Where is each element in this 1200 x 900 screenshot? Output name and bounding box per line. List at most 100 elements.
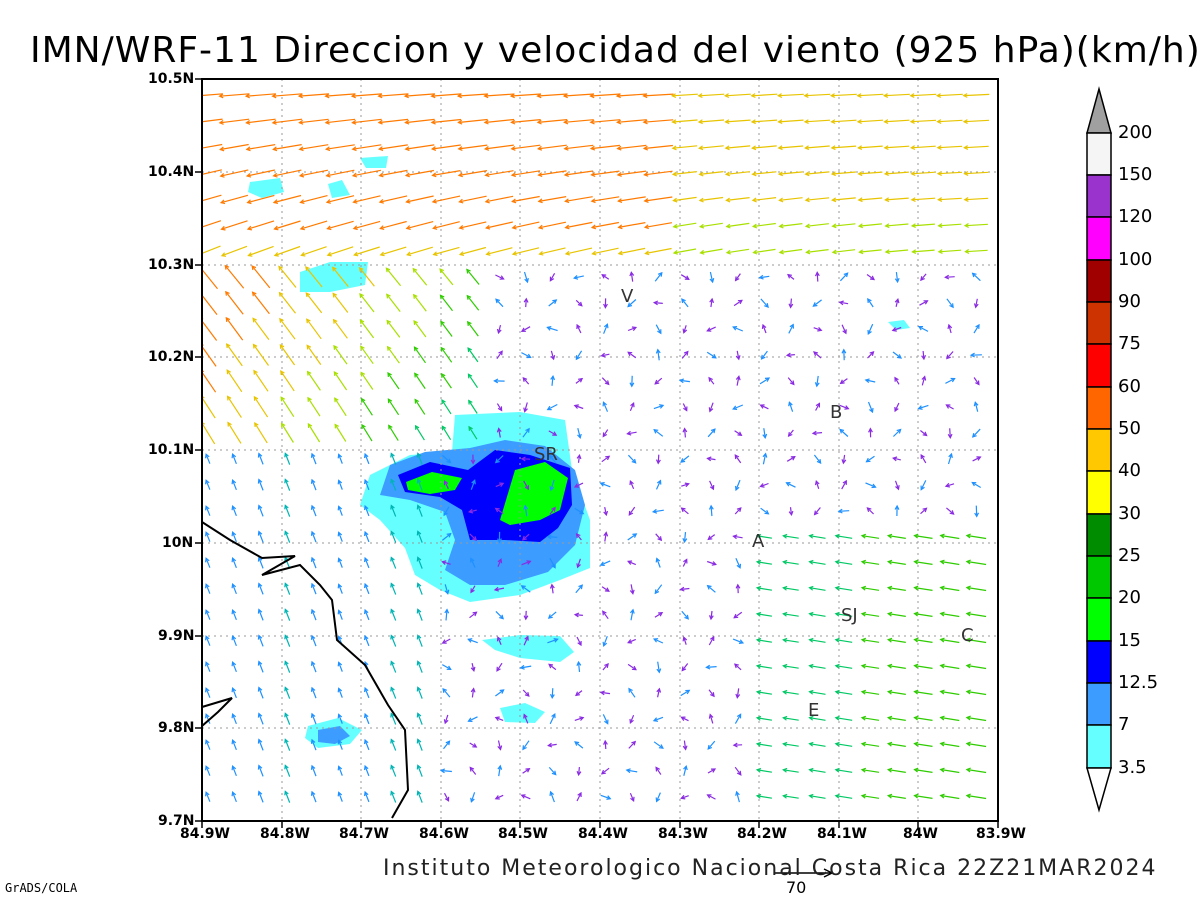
- wind-arrow: [257, 556, 264, 569]
- wind-arrow: [681, 350, 689, 359]
- wind-arrow: [430, 93, 462, 99]
- wind-arrow: [485, 247, 513, 256]
- wind-arrow: [600, 767, 610, 775]
- wind-arrow: [946, 507, 955, 515]
- wind-arrow: [629, 480, 635, 490]
- wind-arrow: [788, 401, 794, 412]
- colorbar-label-25: 25: [1118, 545, 1141, 566]
- shade-3p5-n3: [360, 156, 388, 168]
- city-label-sr: SR: [534, 444, 558, 465]
- wind-arrow: [841, 324, 847, 335]
- wind-arrow: [537, 170, 567, 178]
- wind-arrow: [576, 453, 582, 463]
- wind-arrow: [231, 453, 237, 465]
- wind-arrow: [521, 560, 532, 566]
- wind-arrow: [755, 767, 772, 773]
- wind-arrow: [856, 119, 884, 125]
- wind-arrow: [944, 274, 955, 280]
- colorbar-seg-9: [1086, 513, 1112, 557]
- wind-arrow: [306, 318, 322, 340]
- wind-arrow: [205, 609, 211, 620]
- wind-arrow: [403, 93, 435, 99]
- wind-arrow: [549, 790, 555, 803]
- colorbar-seg-12: [1086, 640, 1112, 684]
- wind-arrow: [563, 119, 594, 125]
- wind-arrow: [939, 637, 960, 644]
- wind-arrow: [762, 452, 768, 465]
- colorbar-label-15: 15: [1118, 630, 1141, 651]
- wind-arrow: [271, 118, 303, 125]
- wind-arrow: [808, 533, 826, 539]
- wind-arrow: [337, 505, 343, 516]
- wind-arrow: [416, 686, 423, 699]
- wind-arrow: [257, 738, 264, 751]
- wind-arrow: [867, 401, 874, 414]
- wind-arrow: [307, 422, 321, 443]
- wind-arrow: [913, 767, 933, 773]
- wind-arrow: [777, 145, 804, 151]
- wind-arrow: [307, 396, 321, 417]
- wind-arrow: [205, 479, 211, 490]
- wind-arrow: [629, 608, 635, 621]
- wind-arrow: [546, 403, 558, 411]
- wind-arrow: [231, 505, 237, 517]
- wind-arrow: [271, 93, 303, 99]
- wind-arrow: [866, 507, 875, 515]
- wind-arrow: [857, 145, 883, 151]
- wind-arrow: [305, 266, 323, 288]
- lon-label-84.6W: 84.6W: [419, 826, 469, 842]
- wind-arrow: [629, 402, 635, 412]
- wind-arrow: [205, 687, 211, 698]
- lon-label-84.3W: 84.3W: [658, 826, 708, 842]
- wind-arrow: [522, 427, 530, 438]
- wind-arrow: [894, 376, 900, 385]
- wind-arrow: [629, 714, 635, 724]
- wind-arrow: [470, 663, 476, 673]
- wind-arrow: [227, 421, 242, 444]
- wind-arrow: [254, 422, 268, 444]
- wind-arrow: [549, 558, 556, 569]
- wind-arrow: [813, 326, 823, 332]
- wind-vectors: [202, 93, 990, 803]
- wind-arrow: [708, 713, 714, 724]
- wind-arrow: [457, 144, 488, 151]
- wind-arrow: [441, 399, 452, 415]
- wind-arrow: [735, 583, 741, 594]
- wind-arrow: [679, 586, 690, 592]
- colorbar-label-50: 50: [1118, 418, 1141, 439]
- wind-arrow: [440, 346, 453, 363]
- wind-arrow: [964, 249, 988, 254]
- wind-arrow: [310, 530, 317, 543]
- wind-arrow: [416, 452, 423, 465]
- wind-arrow: [974, 505, 980, 518]
- shade-3p5-n2: [328, 180, 350, 198]
- wind-arrow: [788, 507, 794, 517]
- wind-arrow: [331, 266, 349, 287]
- wind-arrow: [550, 350, 556, 361]
- wind-arrow: [936, 171, 963, 176]
- wind-arrow: [563, 170, 594, 177]
- wind-arrow: [468, 399, 478, 414]
- wind-arrow: [523, 635, 529, 646]
- software-credit: GrADS/COLA: [5, 881, 78, 895]
- wind-arrow: [894, 272, 900, 284]
- wind-arrow: [300, 246, 327, 257]
- wind-arrow: [310, 608, 317, 621]
- wind-arrow: [364, 530, 370, 543]
- wind-arrow: [573, 404, 584, 410]
- wind-arrow: [494, 794, 504, 800]
- wind-arrow: [496, 662, 503, 672]
- wind-arrow: [672, 248, 697, 255]
- wind-arrow: [652, 638, 664, 644]
- shaded-precip-layer: [248, 156, 910, 748]
- wind-arrow: [202, 143, 223, 149]
- wind-arrow: [337, 765, 343, 776]
- wind-arrow: [963, 222, 988, 228]
- wind-arrow: [759, 377, 771, 385]
- wind-arrow: [523, 297, 529, 308]
- wind-arrow: [804, 223, 829, 229]
- wind-arrow: [804, 171, 830, 177]
- wind-arrow: [470, 687, 476, 698]
- wind-arrow: [390, 582, 397, 595]
- wind-arrow: [351, 118, 382, 125]
